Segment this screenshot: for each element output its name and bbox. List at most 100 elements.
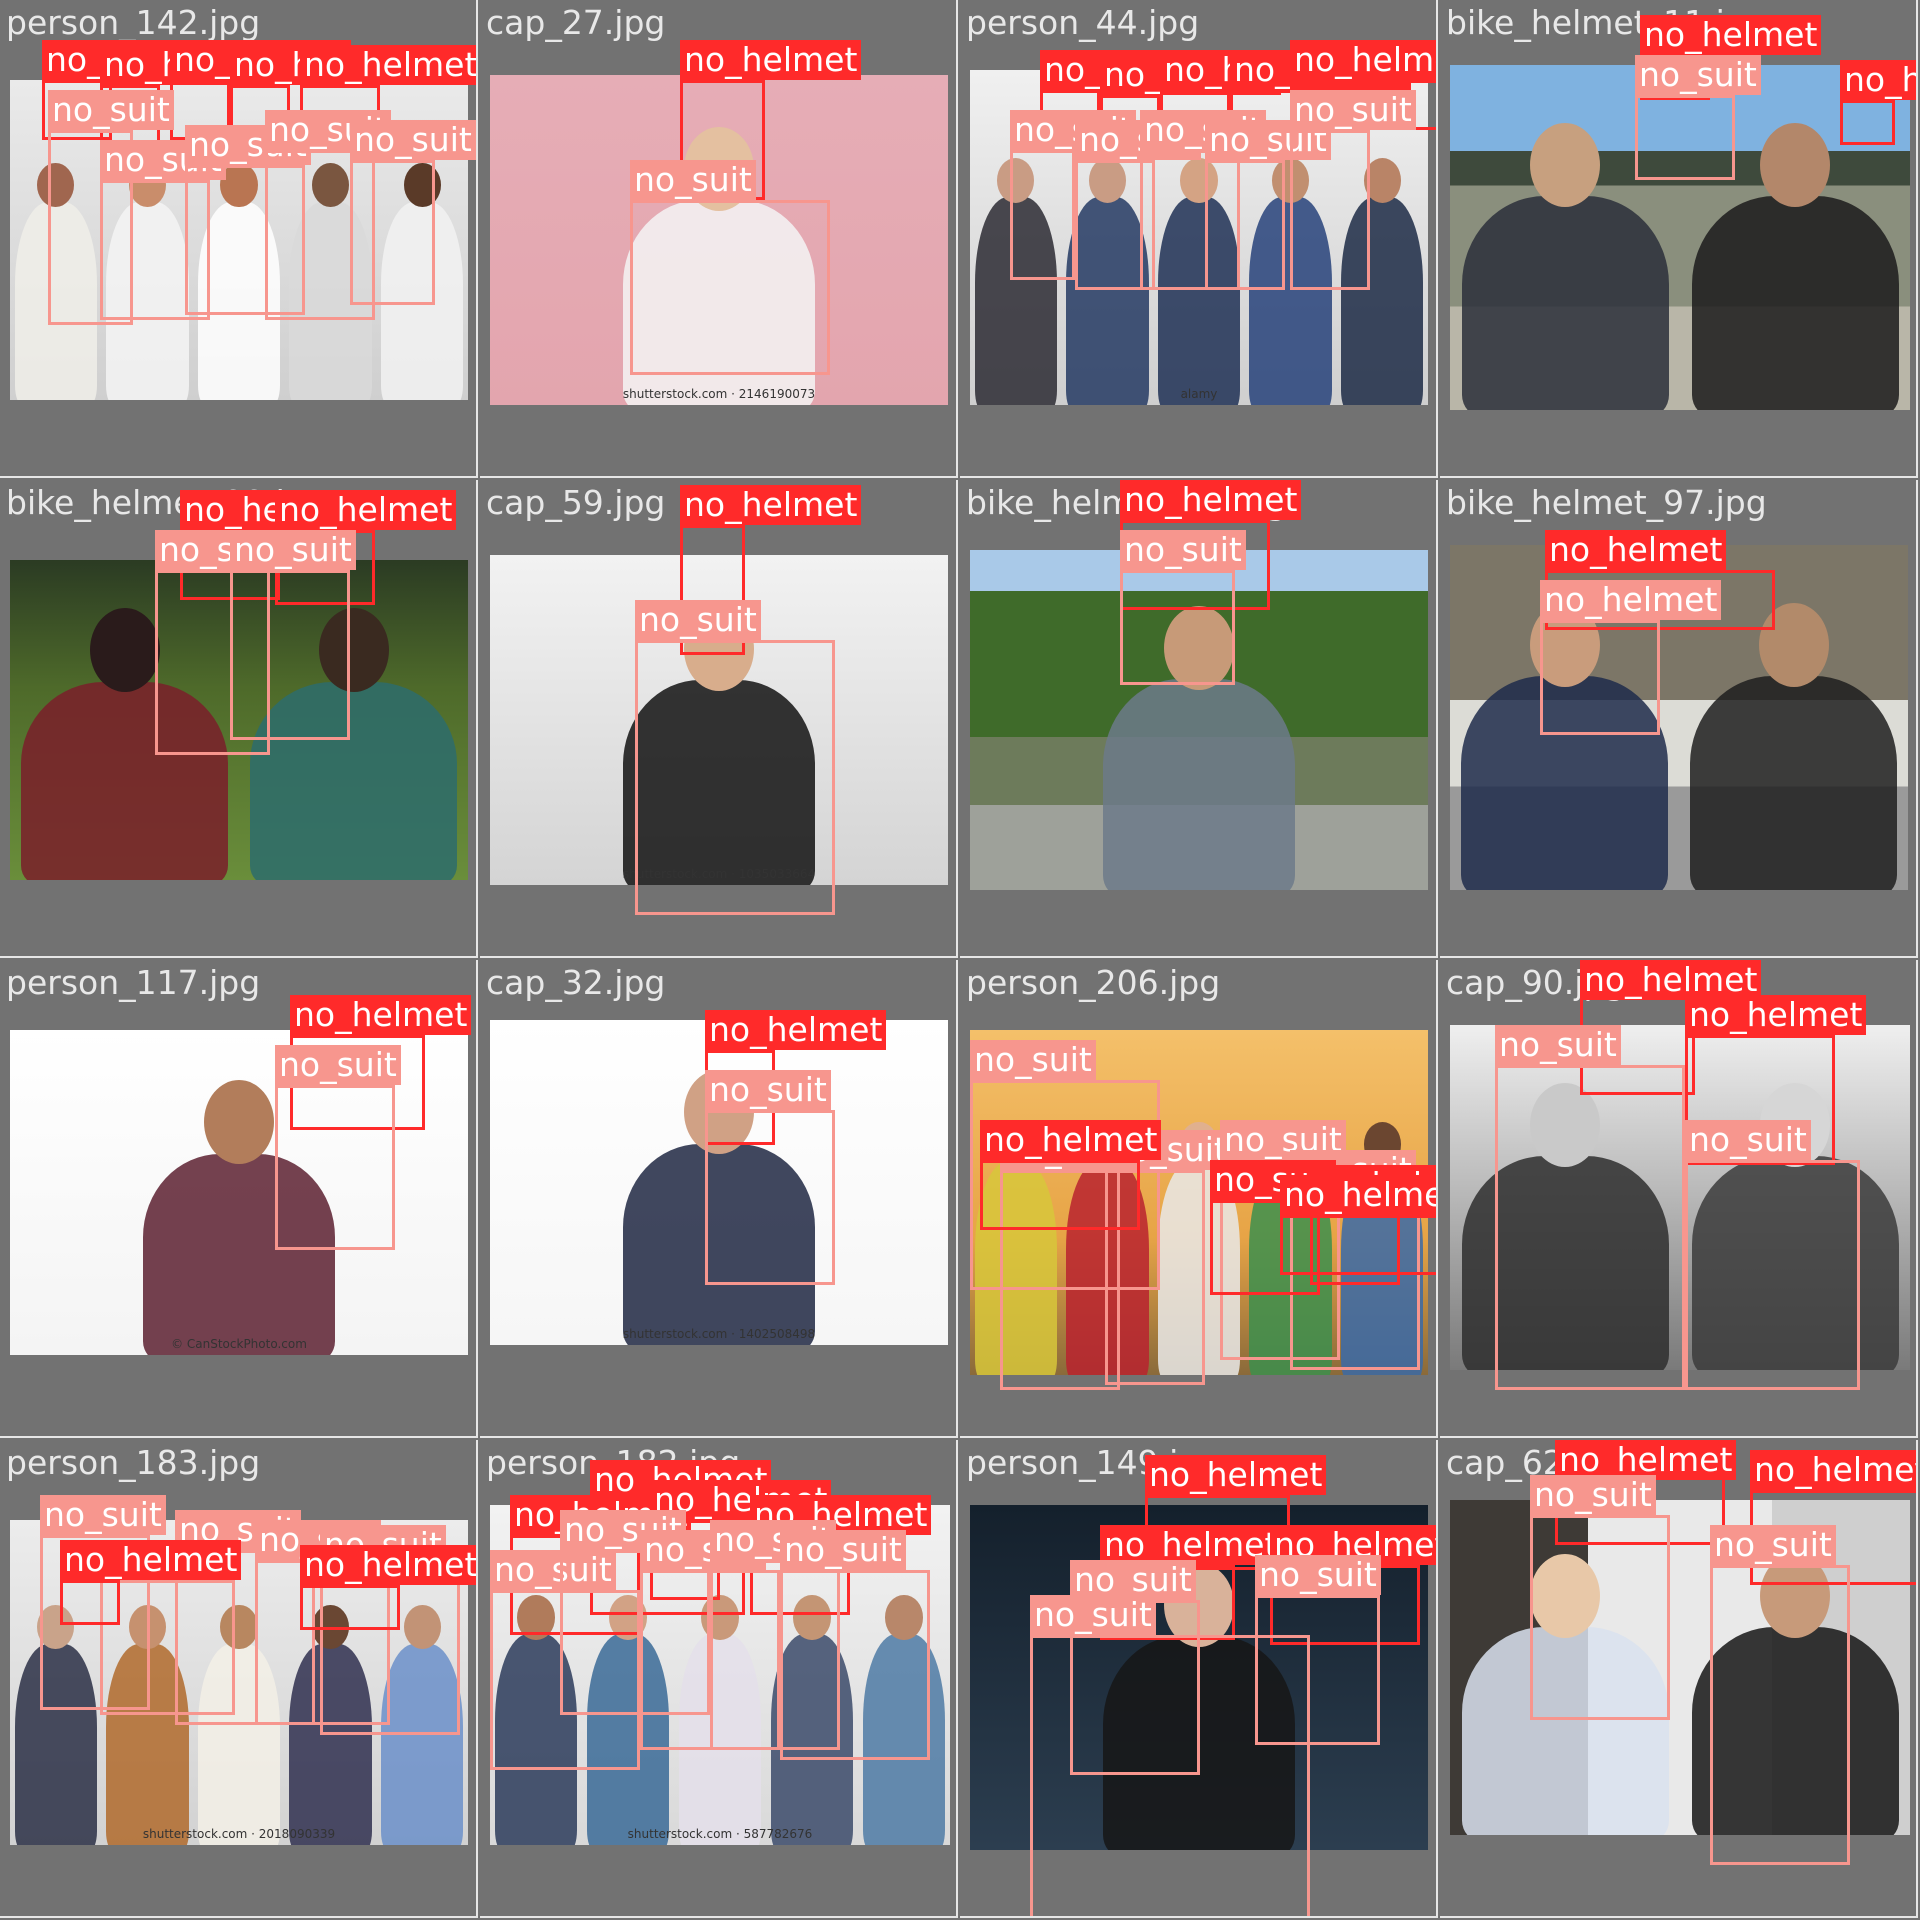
no-suit-box <box>705 1110 835 1285</box>
no-helmet-label: no_helmet <box>300 45 476 85</box>
no-suit-box <box>100 180 210 320</box>
person-head <box>312 1604 350 1650</box>
image-filename: cap_27.jpg <box>486 3 666 42</box>
person-head <box>204 1080 274 1164</box>
person-head <box>885 1595 923 1640</box>
result-tile: bike_helmet_11.jpgno_helmetno_helmetno_s… <box>1440 0 1918 478</box>
no-suit-box <box>265 150 375 320</box>
person-figure <box>14 1643 98 1845</box>
image-filename: person_44.jpg <box>966 3 1200 42</box>
no-helmet-box <box>1840 100 1895 145</box>
person-head <box>1530 1082 1600 1167</box>
person-figure <box>1691 1627 1899 1835</box>
result-tile: shutterstock.com · 1035033664 cap_59.jpg n… <box>480 480 958 958</box>
no-suit-box <box>185 165 305 315</box>
no-helmet-label: no_helmet <box>1750 1450 1916 1490</box>
person-figure <box>1066 197 1149 405</box>
person-head <box>312 162 350 208</box>
no-helmet-label: no_helmet <box>680 40 862 80</box>
person-head <box>1530 122 1600 207</box>
no-helmet-label: no_helmet <box>300 1545 476 1585</box>
no-suit-box <box>1255 1595 1380 1745</box>
person-figure <box>494 1634 578 1845</box>
no-suit-label: no_suit <box>1255 1555 1381 1595</box>
no-helmet-label: no_helmet <box>1640 15 1822 55</box>
person-head <box>403 1604 441 1650</box>
image-filename: person_142.jpg <box>6 3 261 42</box>
no-helmet-box <box>1280 1215 1436 1275</box>
person-head <box>220 162 258 208</box>
person-head <box>793 1595 831 1640</box>
person-figure <box>1102 679 1296 890</box>
person-figure <box>197 1643 281 1845</box>
person-figure <box>1157 197 1241 405</box>
no-helmet-box <box>680 525 745 655</box>
no-suit-label: no_suit <box>630 160 756 200</box>
no-suit-label: no_suit <box>1635 55 1761 95</box>
result-tile: person_206.jpg no_suit no_suit no_suit no_su… <box>960 960 1438 1438</box>
person-figure <box>380 1643 464 1845</box>
no-helmet-label: no_helmet <box>275 490 457 530</box>
no-suit-box <box>1685 1160 1860 1390</box>
watermark-caption: alamy <box>1180 387 1218 401</box>
person-head <box>1530 1553 1600 1638</box>
no-suit-label: no_suit <box>48 90 174 130</box>
watermark-caption: © CanStockPhoto.com <box>171 1337 307 1351</box>
no-suit-label: no_suit <box>1685 1120 1811 1160</box>
image-filename: person_183.jpg <box>6 1443 261 1482</box>
detection-photo <box>1450 65 1910 410</box>
person-head <box>37 1604 75 1650</box>
no-suit-label: no_suit <box>275 1045 401 1085</box>
person-head <box>997 158 1035 203</box>
watermark-caption: shutterstock.com · 1035033664 <box>622 867 816 881</box>
person-figure <box>1461 1627 1669 1835</box>
no-helmet-label: no_helmet <box>1685 995 1867 1035</box>
person-head <box>1760 122 1830 207</box>
no-suit-box <box>1710 1565 1850 1865</box>
person-figure <box>586 1634 670 1845</box>
person-figure <box>678 1634 762 1845</box>
person-figure <box>974 1161 1058 1375</box>
no-suit-box <box>1530 1515 1670 1720</box>
result-tile: shutterstock.com · 1402508498 cap_32.jpg n… <box>480 960 958 1438</box>
person-figure <box>21 681 228 880</box>
person-figure <box>142 1153 336 1355</box>
no-suit-label: no_suit <box>230 530 356 570</box>
image-filename: person_117.jpg <box>6 963 261 1002</box>
watermark-caption: shutterstock.com · 2146190073 <box>622 387 816 401</box>
person-figure <box>14 201 98 400</box>
no-suit-label: no_suit <box>490 1550 616 1590</box>
no-suit-box <box>1030 1635 1310 1916</box>
no-helmet-label: no_helmet <box>290 995 472 1035</box>
no-suit-box <box>230 570 350 740</box>
no-helmet-label: no_helmet <box>1555 1440 1737 1480</box>
no-helmet-label: no_helmet <box>980 1120 1162 1160</box>
no-suit-box <box>100 1580 235 1715</box>
no-suit-label: no_suit <box>1710 1525 1836 1565</box>
no-suit-box <box>970 1080 1160 1290</box>
person-head <box>1180 158 1218 203</box>
person-figure <box>106 201 189 400</box>
no-suit-box <box>1290 130 1370 290</box>
no-suit-label: no_suit <box>970 1040 1096 1080</box>
no-suit-box <box>1010 150 1075 280</box>
result-tile: person_149.jpg no_helmet no_helmet no_helme… <box>960 1440 1438 1918</box>
no-suit-label: no_helmet <box>1540 580 1722 620</box>
no-helmet-label: no_helmet <box>1280 1175 1436 1215</box>
no-suit-box <box>1635 95 1735 180</box>
no-suit-label: no_suit <box>780 1530 906 1570</box>
person-head <box>318 608 389 693</box>
no-suit-box <box>1075 160 1155 290</box>
no-suit-box <box>1140 150 1240 290</box>
no-suit-box <box>710 1560 840 1750</box>
no-suit-box <box>1105 1170 1205 1385</box>
detection-photo <box>1450 1500 1910 1835</box>
person-figure <box>250 681 457 880</box>
person-head <box>1088 158 1126 203</box>
no-suit-box <box>1205 160 1285 290</box>
no-suit-box <box>155 570 270 755</box>
no-suit-label: no_suit <box>350 120 476 160</box>
person-figure <box>1461 676 1668 890</box>
